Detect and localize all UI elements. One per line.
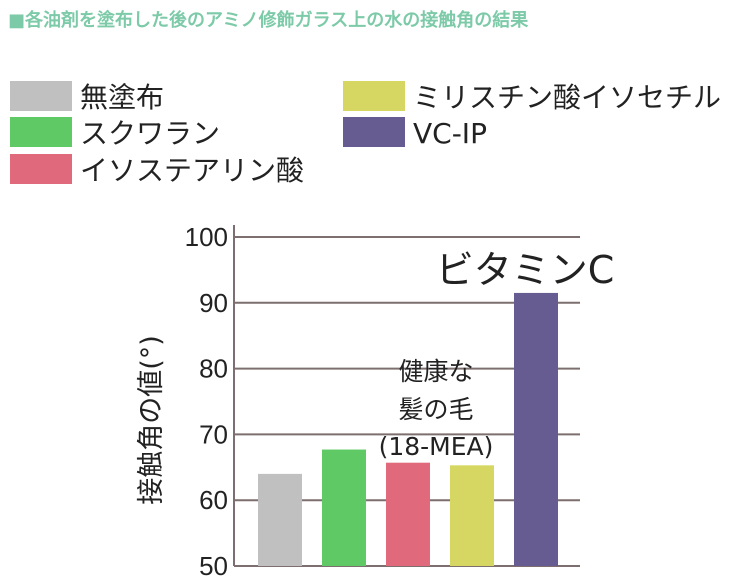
legend-label-0: 無塗布 [80, 81, 164, 114]
bars [258, 292, 558, 566]
y-tick-label-100: 100 [185, 222, 228, 252]
bar-3 [450, 465, 494, 566]
legend-label-3: ミリスチン酸イソセチル [413, 81, 721, 114]
y-tick-label-60: 60 [199, 485, 228, 515]
bar-1 [322, 449, 366, 566]
chart-title: ■各油剤を塗布した後のアミノ修飾ガラス上の水の接触角の結果 [8, 10, 529, 31]
annotation-healthy-hair-line2: 髪の毛 [398, 395, 473, 424]
annotation-healthy-hair-line1: 健康な [398, 357, 473, 386]
legend-label-4: VC-IP [413, 117, 487, 150]
y-tick-label-70: 70 [199, 419, 228, 449]
legend-swatch-2 [10, 154, 72, 184]
y-tick-label-90: 90 [199, 288, 228, 318]
bar-2 [386, 462, 430, 566]
legend-swatch-3 [343, 81, 405, 111]
legend-swatch-4 [343, 117, 405, 147]
bar-4 [514, 292, 558, 566]
annotation-healthy-hair-line3: (18-MEA) [379, 432, 494, 461]
legend-swatch-1 [10, 117, 72, 147]
legend-label-2: イソステアリン酸 [80, 154, 304, 187]
legend-label-1: スクワラン [80, 117, 220, 150]
y-tick-label-80: 80 [199, 354, 228, 384]
y-axis-label: 接触角の値(°) [136, 335, 167, 505]
bar-0 [258, 473, 302, 566]
y-tick-label-50: 50 [199, 551, 228, 581]
legend-swatch-0 [10, 81, 72, 111]
annotation-vitamin-c: ビタミンC [436, 248, 615, 292]
y-tick-labels: 50 60 70 80 90 100 [185, 222, 228, 581]
